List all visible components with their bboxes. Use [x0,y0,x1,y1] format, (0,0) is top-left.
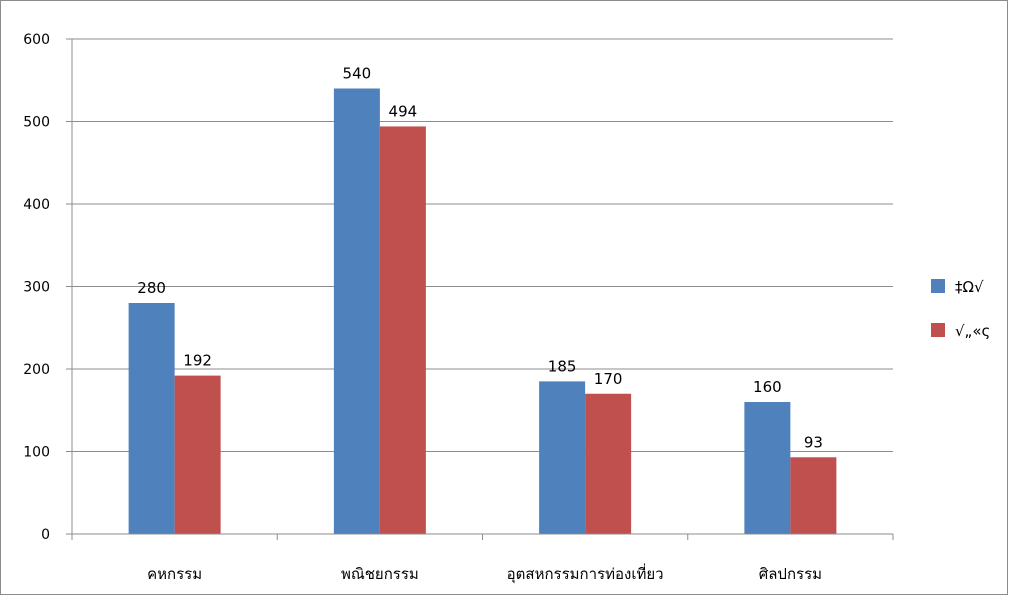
data-label: 494 [389,102,418,120]
data-label: 170 [594,370,623,388]
bar-1-1 [128,303,175,534]
labels: 0 100 200 300 400 500 600 280 192 คหกรรม 540 494 พณิ… [23,32,823,584]
y-tick-label: 500 [23,115,50,131]
y-tick-label: 200 [23,362,50,378]
y-tick-label: 100 [23,445,50,461]
category-label: พณิชยกรรม [341,565,419,583]
data-label: 192 [183,352,212,370]
bar-2-3 [585,393,632,534]
y-tick-label: 400 [23,197,50,213]
bar-1-2 [333,88,380,534]
legend-label-2: √„«ς [955,322,990,340]
axes [66,38,894,540]
bar-1-3 [539,381,586,534]
category-label: คหกรรม [147,565,202,583]
legend-swatch-2 [931,323,945,337]
bars [128,88,837,534]
legend-swatch-1 [931,279,945,293]
bar-2-1 [174,375,221,534]
data-label: 93 [804,433,823,451]
bar-2-2 [379,126,426,534]
legend-label-1: ‡Ω√ [955,278,984,296]
data-label: 280 [137,279,166,297]
data-label: 540 [343,65,372,83]
y-tick-label: 0 [41,527,50,543]
data-label: 185 [548,357,577,375]
bar-1-4 [744,402,791,534]
category-label: ศิลปกรรม [759,565,822,583]
y-tick-label: 300 [23,280,50,296]
data-label: 160 [753,378,782,396]
category-label: อุตสหกรรมการท่องเที่ยว [507,563,664,584]
y-tick-label: 600 [23,32,50,48]
legend: ‡Ω√ √„«ς [931,278,990,340]
bar-2-4 [790,457,837,534]
